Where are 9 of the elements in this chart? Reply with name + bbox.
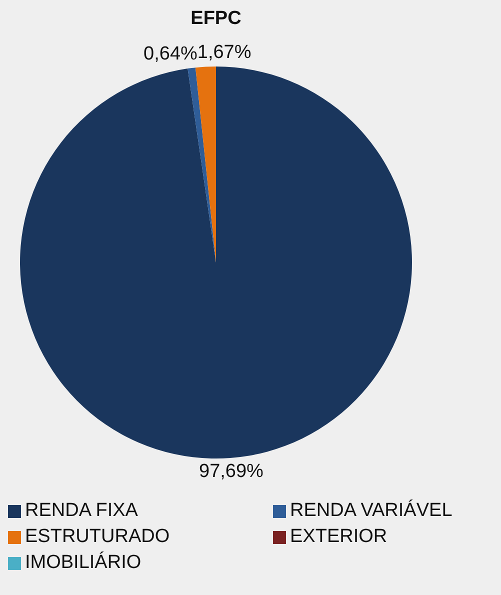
data-label: 97,69%	[199, 461, 264, 482]
legend-label: RENDA FIXA	[25, 500, 138, 522]
legend-label: ESTRUTURADO	[25, 526, 170, 548]
chart-title: EFPC	[190, 8, 242, 30]
legend-label: RENDA VARIÁVEL	[290, 500, 452, 522]
data-label: 1,67%	[197, 42, 252, 64]
legend-label: IMOBILIÁRIO	[25, 552, 142, 574]
data-label: 0,64%	[144, 43, 198, 64]
legend-label: EXTERIOR	[290, 526, 388, 548]
